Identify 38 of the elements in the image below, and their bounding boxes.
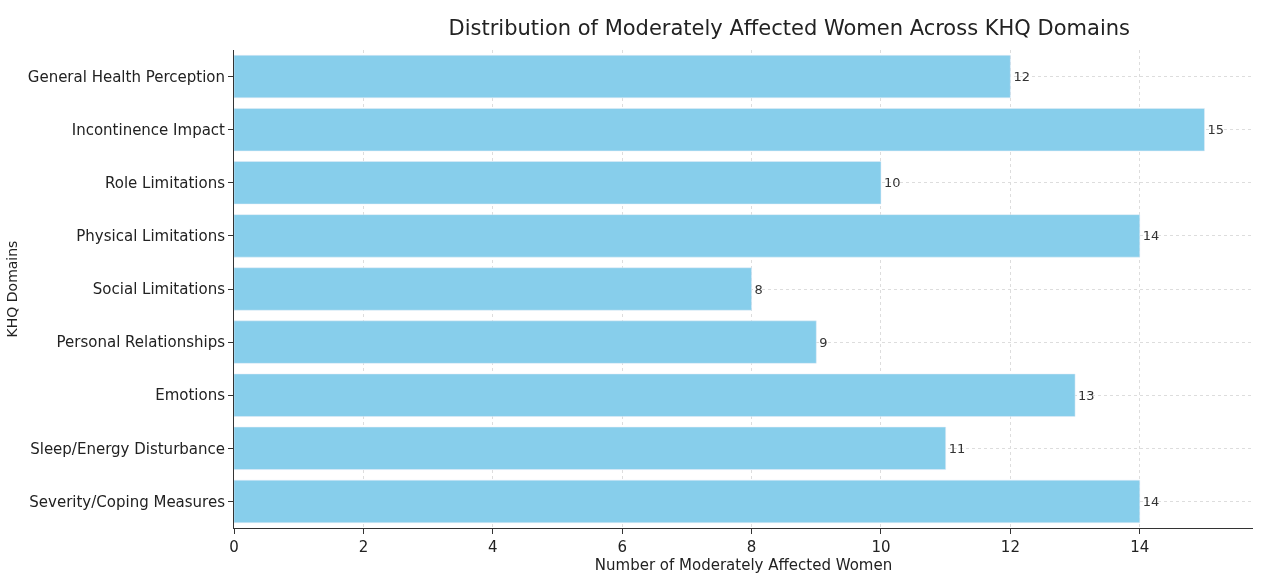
chart-title: Distribution of Moderately Affected Women Across KHQ Domains (448, 16, 1130, 41)
y-tick-label: General Health Perception (27, 67, 225, 86)
bar (234, 267, 752, 311)
data-label: 12 (1013, 69, 1030, 85)
y-tick-label: Personal Relationships (56, 333, 226, 352)
data-label: 9 (819, 334, 828, 350)
y-axis-title: KHQ Domains (4, 240, 21, 338)
x-tick-label: 14 (1130, 538, 1150, 556)
data-label: 14 (1142, 493, 1160, 509)
y-tick-label: Severity/Coping Measures (29, 492, 226, 511)
x-tick-label: 12 (1000, 538, 1020, 556)
y-tick-label: Sleep/Energy Disturbance (30, 439, 225, 458)
data-label: 10 (883, 175, 901, 191)
bar (234, 373, 1076, 417)
bar (234, 320, 817, 364)
bar (234, 161, 882, 205)
data-label: 15 (1207, 122, 1225, 138)
data-label: 8 (754, 281, 763, 297)
bar (234, 479, 1141, 523)
y-tick-label: Role Limitations (104, 174, 226, 193)
x-tick-label: 10 (871, 538, 891, 556)
x-axis-title: Number of Moderately Affected Women (594, 556, 893, 574)
x-tick-label: 0 (229, 538, 239, 556)
y-tick-label: Physical Limitations (76, 227, 226, 246)
data-label: 14 (1142, 228, 1160, 244)
data-label: 11 (948, 440, 966, 456)
bar (234, 108, 1205, 152)
data-label: 13 (1078, 387, 1095, 403)
bar (234, 426, 946, 470)
x-tick-label: 6 (617, 538, 627, 556)
y-tick-label: Incontinence Impact (71, 120, 226, 139)
bar (234, 55, 1011, 99)
x-tick-label: 8 (746, 538, 757, 556)
x-tick-label: 4 (488, 538, 498, 556)
y-tick-label: Social Limitations (92, 280, 226, 299)
y-tick-label: Emotions (155, 386, 226, 405)
bar (234, 214, 1141, 258)
x-tick-label: 2 (358, 538, 369, 556)
